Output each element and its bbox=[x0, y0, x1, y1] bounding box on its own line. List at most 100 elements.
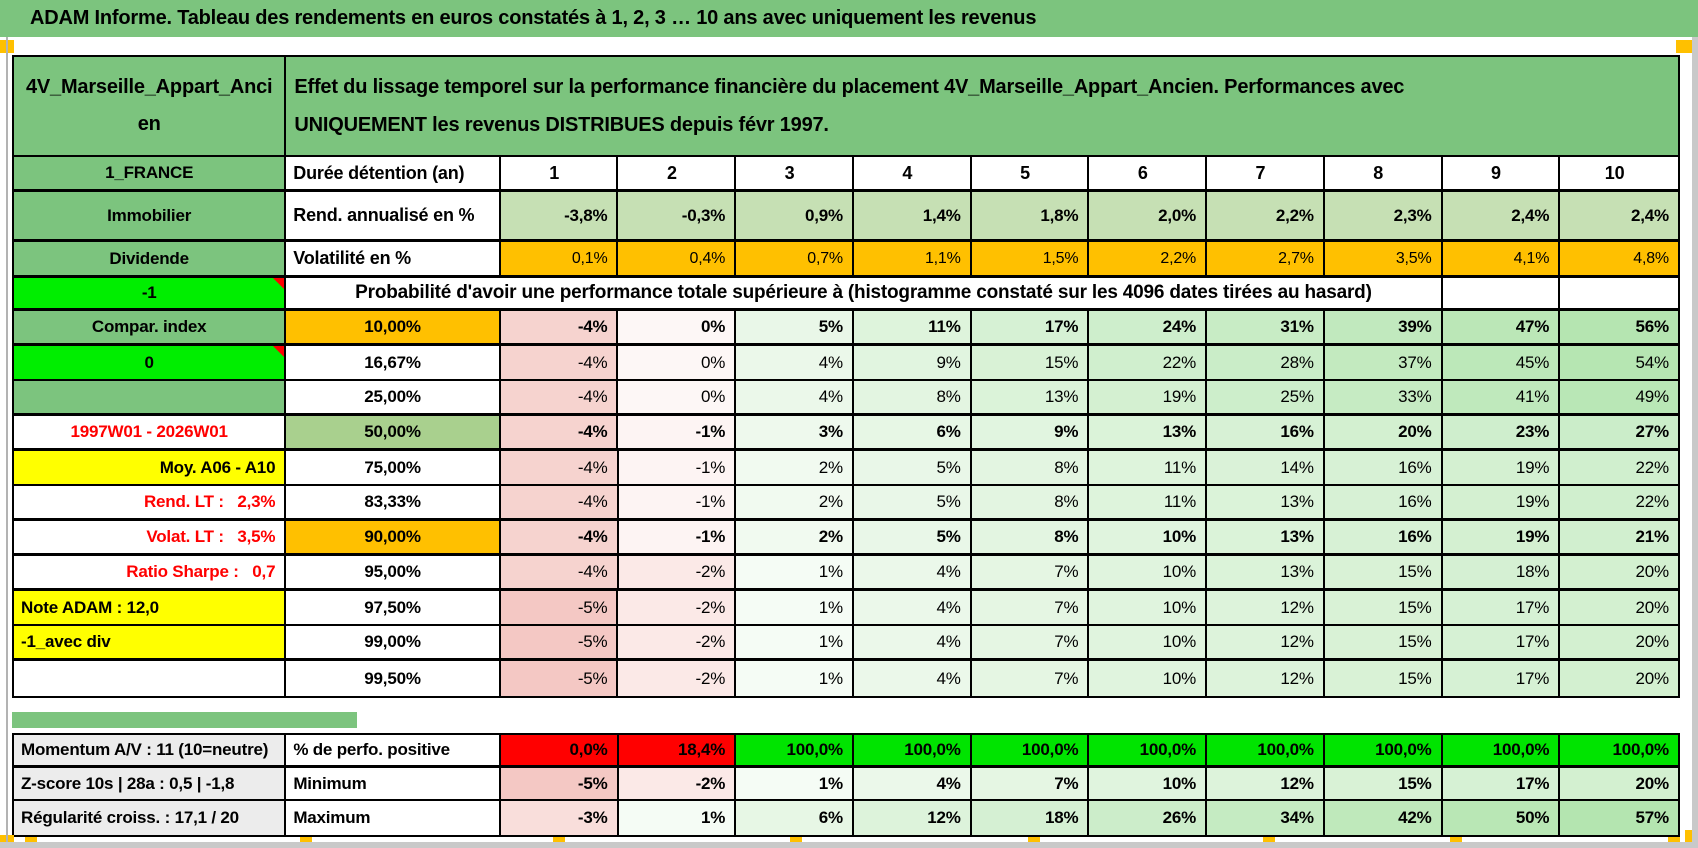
probability-cell-10y[interactable]: 56% bbox=[1560, 311, 1678, 343]
probability-cell-8y[interactable]: 15% bbox=[1324, 556, 1443, 588]
probability-cell-8y[interactable]: 39% bbox=[1324, 311, 1443, 343]
stat-metric-cell[interactable]: Régularité croiss. : 17,1 / 20 bbox=[14, 801, 287, 835]
probability-cell-7y[interactable]: 12% bbox=[1207, 591, 1325, 624]
probability-cell-3y[interactable]: 1% bbox=[736, 556, 854, 588]
year-header-cell-3[interactable]: 3 bbox=[736, 157, 854, 189]
annualized-return-cell-4y[interactable]: 1,4% bbox=[853, 192, 972, 239]
probability-cell-4y[interactable]: 4% bbox=[853, 591, 972, 624]
stat-value-cell-8y[interactable]: 15% bbox=[1324, 768, 1443, 799]
probability-cell-5y[interactable]: 8% bbox=[971, 521, 1090, 553]
positive-perf-cell-8y[interactable]: 100,0% bbox=[1324, 735, 1443, 765]
stat-value-cell-8y[interactable]: 42% bbox=[1324, 801, 1443, 835]
flag-minus-one-cell[interactable]: -1 bbox=[14, 278, 287, 308]
percentile-label-cell[interactable]: 90,00% bbox=[286, 521, 501, 553]
probability-cell-7y[interactable]: 12% bbox=[1207, 661, 1325, 696]
positive-perf-cell-6y[interactable]: 100,0% bbox=[1089, 735, 1208, 765]
probability-cell-6y[interactable]: 10% bbox=[1089, 591, 1208, 624]
probability-cell-10y[interactable]: 20% bbox=[1560, 661, 1678, 696]
empty-cell-9[interactable] bbox=[1443, 278, 1561, 308]
sector-cell[interactable]: Immobilier bbox=[14, 192, 287, 239]
probability-cell-4y[interactable]: 5% bbox=[853, 521, 972, 553]
stat-value-cell-1y[interactable]: -5% bbox=[500, 768, 619, 799]
left-label-cell[interactable]: Note ADAM : 12,0 bbox=[14, 591, 287, 624]
annualized-return-cell-2y[interactable]: -0,3% bbox=[618, 192, 737, 239]
duration-header-cell[interactable]: Durée détention (an) bbox=[286, 157, 501, 189]
year-header-cell-6[interactable]: 6 bbox=[1089, 157, 1208, 189]
probability-cell-4y[interactable]: 11% bbox=[853, 311, 972, 343]
stat-value-cell-2y[interactable]: 1% bbox=[618, 801, 737, 835]
probability-cell-2y[interactable]: -1% bbox=[618, 486, 737, 518]
left-label-cell[interactable] bbox=[14, 661, 287, 696]
probability-cell-5y[interactable]: 15% bbox=[971, 346, 1090, 379]
percentile-label-cell[interactable]: 10,00% bbox=[286, 311, 501, 343]
stat-value-cell-3y[interactable]: 6% bbox=[736, 801, 854, 835]
probability-cell-10y[interactable]: 27% bbox=[1560, 416, 1678, 448]
probability-cell-1y[interactable]: -4% bbox=[500, 521, 619, 553]
probability-cell-6y[interactable]: 10% bbox=[1089, 556, 1208, 588]
probability-cell-10y[interactable]: 22% bbox=[1560, 451, 1678, 484]
stat-value-cell-5y[interactable]: 7% bbox=[971, 768, 1090, 799]
left-label-cell[interactable]: Moy. A06 - A10 bbox=[14, 451, 287, 484]
probability-cell-9y[interactable]: 17% bbox=[1442, 661, 1561, 696]
volatility-cell-8y[interactable]: 3,5% bbox=[1324, 242, 1443, 275]
volatility-label[interactable]: Volatilité en % bbox=[286, 242, 501, 275]
probability-cell-5y[interactable]: 7% bbox=[971, 661, 1090, 696]
positive-perf-cell-2y[interactable]: 18,4% bbox=[618, 735, 737, 765]
probability-cell-9y[interactable]: 17% bbox=[1442, 626, 1561, 658]
volatility-cell-1y[interactable]: 0,1% bbox=[500, 242, 619, 275]
probability-cell-8y[interactable]: 15% bbox=[1324, 661, 1443, 696]
probability-cell-9y[interactable]: 47% bbox=[1442, 311, 1561, 343]
probability-cell-4y[interactable]: 8% bbox=[853, 381, 972, 413]
probability-cell-3y[interactable]: 2% bbox=[736, 521, 854, 553]
stat-metric-cell[interactable]: Momentum A/V : 11 (10=neutre) bbox=[14, 735, 287, 765]
stat-value-cell-1y[interactable]: -3% bbox=[500, 801, 619, 835]
type-cell[interactable]: Dividende bbox=[14, 242, 287, 275]
probability-cell-2y[interactable]: -2% bbox=[618, 591, 737, 624]
probability-cell-9y[interactable]: 19% bbox=[1442, 521, 1561, 553]
probability-cell-1y[interactable]: -4% bbox=[500, 556, 619, 588]
probability-cell-2y[interactable]: 0% bbox=[618, 346, 737, 379]
probability-cell-2y[interactable]: -2% bbox=[618, 626, 737, 658]
probability-cell-6y[interactable]: 10% bbox=[1089, 661, 1208, 696]
percentile-label-cell[interactable]: 75,00% bbox=[286, 451, 501, 484]
probability-cell-6y[interactable]: 19% bbox=[1089, 381, 1208, 413]
annualized-return-cell-7y[interactable]: 2,2% bbox=[1207, 192, 1325, 239]
probability-cell-2y[interactable]: -1% bbox=[618, 416, 737, 448]
year-header-cell-1[interactable]: 1 bbox=[501, 157, 619, 189]
probability-cell-10y[interactable]: 49% bbox=[1560, 381, 1678, 413]
probability-cell-1y[interactable]: -5% bbox=[500, 626, 619, 658]
year-header-cell-4[interactable]: 4 bbox=[854, 157, 972, 189]
stat-metric-cell[interactable]: Z-score 10s | 28a : 0,5 | -1,8 bbox=[14, 768, 287, 799]
annualized-return-cell-5y[interactable]: 1,8% bbox=[971, 192, 1090, 239]
positive-perf-cell-3y[interactable]: 100,0% bbox=[736, 735, 854, 765]
year-header-cell-9[interactable]: 9 bbox=[1443, 157, 1561, 189]
probability-cell-4y[interactable]: 4% bbox=[853, 661, 972, 696]
annualized-return-cell-8y[interactable]: 2,3% bbox=[1324, 192, 1443, 239]
stat-value-cell-5y[interactable]: 18% bbox=[971, 801, 1090, 835]
stat-label-cell[interactable]: Maximum bbox=[286, 801, 501, 835]
percentile-label-cell[interactable]: 83,33% bbox=[286, 486, 501, 518]
probability-cell-6y[interactable]: 11% bbox=[1089, 486, 1208, 518]
percentile-label-cell[interactable]: 25,00% bbox=[286, 381, 501, 413]
probability-header-cell[interactable]: Probabilité d'avoir une performance tota… bbox=[286, 278, 1443, 308]
probability-cell-6y[interactable]: 10% bbox=[1089, 626, 1208, 658]
annualized-return-cell-3y[interactable]: 0,9% bbox=[736, 192, 854, 239]
year-header-cell-8[interactable]: 8 bbox=[1325, 157, 1443, 189]
left-label-cell[interactable]: Volat. LT : 3,5% bbox=[14, 521, 287, 553]
probability-cell-5y[interactable]: 7% bbox=[971, 591, 1090, 624]
probability-cell-3y[interactable]: 1% bbox=[736, 661, 854, 696]
probability-cell-4y[interactable]: 4% bbox=[853, 626, 972, 658]
positive-perf-cell-7y[interactable]: 100,0% bbox=[1207, 735, 1325, 765]
probability-cell-2y[interactable]: 0% bbox=[618, 381, 737, 413]
stat-value-cell-3y[interactable]: 1% bbox=[736, 768, 854, 799]
positive-perf-cell-1y[interactable]: 0,0% bbox=[500, 735, 619, 765]
percentile-label-cell[interactable]: 99,50% bbox=[286, 661, 501, 696]
left-label-cell[interactable]: -1_avec div bbox=[14, 626, 287, 658]
annualized-return-cell-10y[interactable]: 2,4% bbox=[1560, 192, 1678, 239]
annualized-return-cell-6y[interactable]: 2,0% bbox=[1089, 192, 1208, 239]
stat-value-cell-10y[interactable]: 20% bbox=[1560, 768, 1678, 799]
probability-cell-9y[interactable]: 23% bbox=[1442, 416, 1561, 448]
probability-cell-3y[interactable]: 2% bbox=[736, 486, 854, 518]
probability-cell-2y[interactable]: -2% bbox=[618, 556, 737, 588]
positive-perf-cell-5y[interactable]: 100,0% bbox=[971, 735, 1090, 765]
